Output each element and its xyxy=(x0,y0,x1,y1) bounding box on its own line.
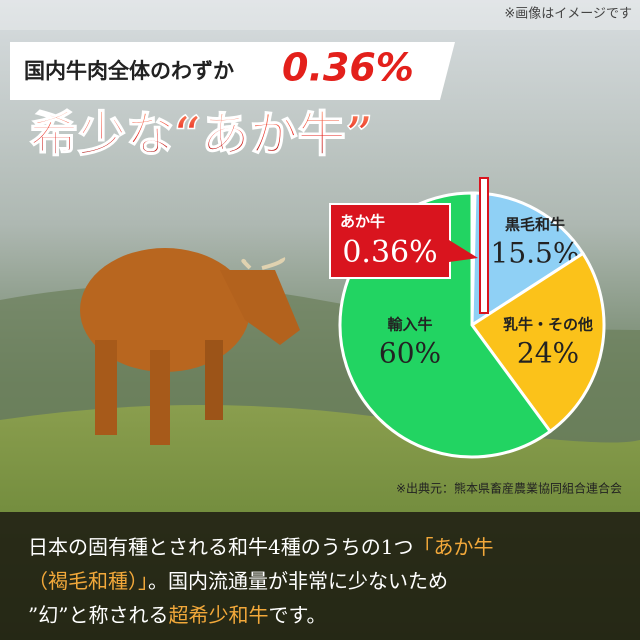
slice-name: あか牛 xyxy=(340,213,385,231)
footer-segment: （褐毛和種）」 xyxy=(28,569,148,593)
slice-value: 24% xyxy=(517,337,579,370)
footer-line: ”幻”と称される超希少和牛です。 xyxy=(28,603,326,627)
footer-line: （褐毛和種）」。国内流通量が非常に少ないため xyxy=(28,569,448,593)
callout-box xyxy=(329,203,451,279)
header-highlight: 0.36% xyxy=(282,46,414,90)
footer-segment: ”幻”と称される xyxy=(28,603,168,627)
source: ※出典元：熊本県畜産農業協同組合連合会 xyxy=(396,481,622,496)
footer-band xyxy=(0,512,640,640)
callout-stick xyxy=(479,177,489,314)
title: 希少な“あか牛” xyxy=(30,107,373,163)
top-haze xyxy=(0,0,640,30)
slice-name: 輸入牛 xyxy=(387,316,432,334)
footer-segment: 。国内流通量が非常に少ないため xyxy=(148,569,448,593)
slice-name: 黒毛和牛 xyxy=(505,216,565,234)
callout-pointer xyxy=(449,240,478,262)
slice-value: 0.36% xyxy=(342,235,437,270)
image-note: ※画像はイメージです xyxy=(504,7,632,22)
header-lead: 国内牛肉全体のわずか xyxy=(24,59,234,83)
footer-segment: 超希少和牛 xyxy=(168,603,268,627)
footer-segment: 「あか牛 xyxy=(413,535,493,559)
footer-text: 日本の固有種とされる和牛4種のうちの1つ「あか牛 （褐毛和種）」。国内流通量が非常… xyxy=(28,535,493,627)
slice-name: 乳牛・その他 xyxy=(503,316,593,334)
slice-value: 60% xyxy=(379,337,441,370)
footer-segment: です。 xyxy=(268,603,326,627)
pie-slice xyxy=(469,251,606,434)
cow xyxy=(80,248,300,445)
footer-segment: 日本の固有種とされる和牛4種のうちの1つ xyxy=(28,535,413,559)
header-band xyxy=(10,42,455,100)
footer-line: 日本の固有種とされる和牛4種のうちの1つ「あか牛 xyxy=(28,535,493,559)
